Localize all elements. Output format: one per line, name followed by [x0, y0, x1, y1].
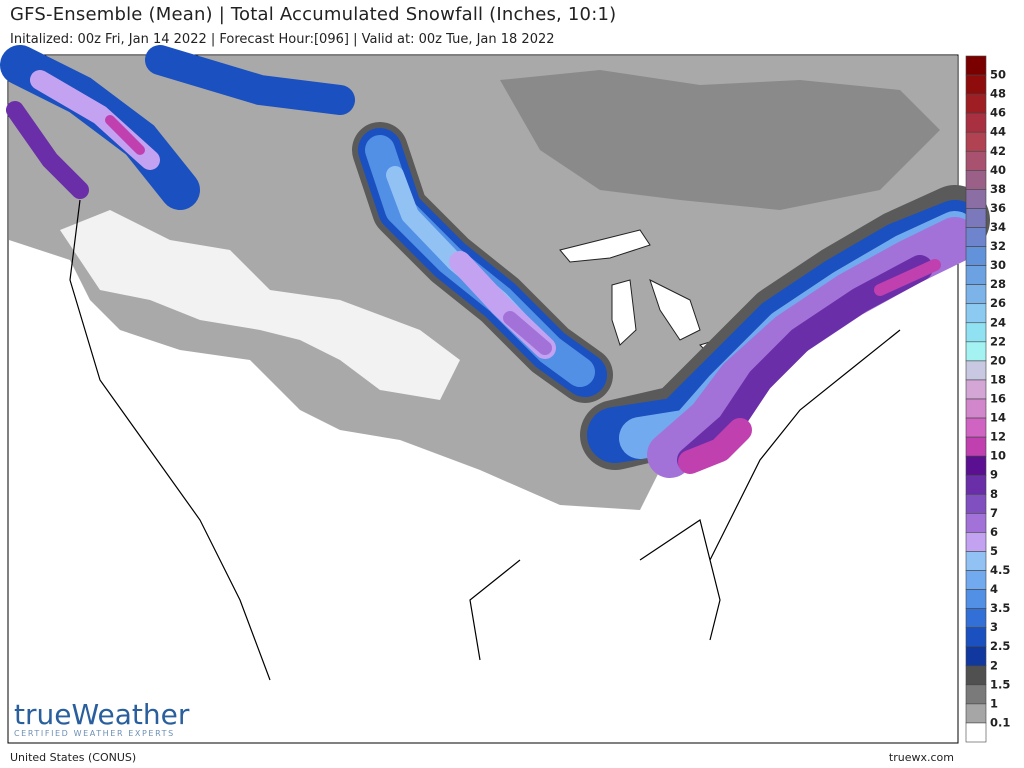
legend-label: 3.5 — [990, 601, 1010, 615]
legend-label: 24 — [990, 315, 1006, 329]
logo: trueWeather CERTIFIED WEATHER EXPERTS — [14, 698, 189, 738]
legend-label: 10 — [990, 449, 1006, 463]
legend-swatch — [965, 570, 987, 590]
legend-swatch — [965, 513, 987, 533]
legend-swatch — [965, 532, 987, 552]
legend-label: 18 — [990, 372, 1006, 386]
legend-swatch — [965, 551, 987, 571]
legend-swatch — [965, 684, 987, 705]
legend-swatch — [965, 722, 987, 743]
footer-site: truewx.com — [888, 751, 954, 764]
legend-swatch — [965, 341, 987, 362]
subtitle: Initalized: 00z Fri, Jan 14 2022 | Forec… — [10, 32, 555, 47]
legend-label: 32 — [990, 239, 1006, 253]
legend-swatch — [965, 646, 987, 667]
legend-swatch — [965, 93, 987, 114]
legend-swatch — [965, 379, 987, 400]
legend-label: 9 — [990, 468, 998, 482]
legend-label: 40 — [990, 163, 1006, 177]
legend-swatch — [965, 74, 987, 95]
snow-moderate — [500, 70, 940, 210]
legend-swatch — [965, 436, 987, 457]
legend-swatch — [965, 208, 987, 228]
logo-name: trueWeather — [14, 698, 190, 731]
legend-swatch — [965, 189, 987, 209]
legend-label: 50 — [990, 68, 1006, 82]
coastline — [69, 199, 901, 681]
legend-swatch — [965, 455, 987, 476]
legend-label: 36 — [990, 201, 1006, 215]
legend: 5048464442403836343230282624222018161412… — [965, 55, 1010, 743]
footer-region: United States (CONUS) — [10, 751, 137, 764]
legend-swatch — [965, 665, 987, 686]
logo-tagline: CERTIFIED WEATHER EXPERTS — [14, 729, 175, 738]
legend-label: 48 — [990, 87, 1006, 101]
legend-swatch — [965, 360, 987, 381]
legend-label: 38 — [990, 182, 1006, 196]
legend-swatch — [965, 170, 987, 190]
legend-swatch — [965, 398, 987, 419]
great-lakes — [559, 229, 791, 356]
legend-label: 8 — [990, 487, 998, 501]
legend-label: 26 — [990, 296, 1006, 310]
legend-label: 5 — [990, 544, 998, 558]
legend-label: 0.1 — [990, 715, 1010, 729]
legend-label: 2.5 — [990, 639, 1010, 653]
legend-swatch — [965, 703, 987, 724]
legend-swatch — [965, 589, 987, 609]
legend-label: 30 — [990, 258, 1006, 272]
legend-swatch — [965, 417, 987, 438]
legend-swatch — [965, 150, 987, 171]
northwest-band — [0, 45, 355, 210]
legend-label: 1.5 — [990, 677, 1010, 691]
legend-label: 20 — [990, 353, 1006, 367]
legend-label: 42 — [990, 144, 1006, 158]
title: GFS-Ensemble (Mean) | Total Accumulated … — [10, 4, 617, 25]
snow-free — [60, 210, 460, 400]
legend-label: 16 — [990, 392, 1006, 406]
legend-label: 28 — [990, 277, 1006, 291]
legend-label: 44 — [990, 125, 1006, 139]
legend-swatch — [965, 112, 987, 133]
plains-band — [352, 122, 613, 403]
legend-swatch — [965, 246, 987, 266]
legend-swatch — [965, 265, 987, 285]
legend-swatch — [965, 284, 987, 305]
legend-label: 7 — [990, 506, 998, 520]
legend-label: 6 — [990, 525, 998, 539]
legend-label: 46 — [990, 106, 1006, 120]
legend-label: 2 — [990, 658, 998, 672]
east-band — [580, 185, 990, 478]
legend-label: 14 — [990, 411, 1006, 425]
legend-swatch — [965, 322, 987, 343]
legend-swatch — [965, 55, 987, 76]
legend-label: 1 — [990, 696, 998, 710]
legend-swatch — [965, 474, 987, 495]
legend-swatch — [965, 303, 987, 324]
legend-swatch — [965, 131, 987, 152]
legend-label: 22 — [990, 334, 1006, 348]
legend-swatch — [965, 227, 987, 247]
legend-label: 12 — [990, 430, 1006, 444]
legend-swatch — [965, 627, 987, 648]
legend-label: 4.5 — [990, 563, 1010, 577]
legend-swatch — [965, 493, 987, 514]
legend-swatch — [965, 608, 987, 628]
legend-label: 34 — [990, 220, 1006, 234]
legend-label: 3 — [990, 620, 998, 634]
legend-label: 4 — [990, 582, 998, 596]
